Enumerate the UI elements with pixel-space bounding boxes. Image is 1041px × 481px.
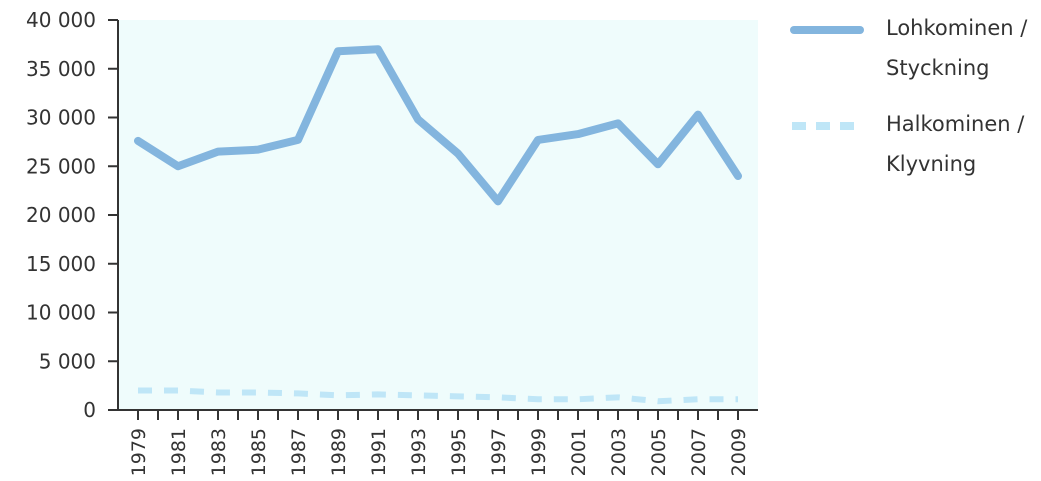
legend-swatch-dashed [792, 122, 862, 130]
legend-item-halkominen: Halkominen / Klyvning [790, 104, 1040, 184]
series-line-lohkominen [134, 45, 742, 206]
x-tick-label: 1987 [288, 428, 310, 476]
y-tick-label: 5 000 [39, 349, 96, 373]
x-tick-label: 1991 [368, 428, 390, 476]
y-tick-label: 30 000 [26, 106, 96, 130]
axis-layer: 0 5 000 10 000 15 000 20 000 25 000 30 000 35 0… [26, 8, 758, 476]
x-tick-label: 2009 [728, 428, 750, 476]
x-tick-label: 1995 [448, 428, 470, 476]
x-tick-label: 1997 [488, 428, 510, 476]
x-tick-label: 2007 [688, 428, 710, 476]
x-tick-label: 1993 [408, 428, 430, 476]
series-line-halkominen [138, 387, 738, 405]
legend: Lohkominen / Styckning Halkominen / Klyv… [790, 8, 1040, 184]
x-tick-label: 1981 [168, 428, 190, 476]
y-tick-label: 35 000 [26, 57, 96, 81]
x-tick-label: 1979 [128, 428, 150, 476]
x-tick-label: 2003 [608, 428, 630, 476]
plot-area [118, 20, 758, 410]
y-tick-label: 25 000 [26, 154, 96, 178]
x-tick-label: 1983 [208, 428, 230, 476]
x-tick-label: 1985 [248, 428, 270, 476]
y-tick-label: 15 000 [26, 252, 96, 276]
x-tick-label: 2001 [568, 428, 590, 476]
y-tick-label: 40 000 [26, 8, 96, 32]
legend-label: Lohkominen / Styckning [886, 16, 1028, 80]
series-layer [134, 45, 742, 405]
legend-label: Halkominen / Klyvning [886, 112, 1025, 176]
legend-swatch-solid [790, 26, 864, 34]
legend-item-lohkominen: Lohkominen / Styckning [790, 8, 1040, 104]
y-tick-label: 20 000 [26, 203, 96, 227]
y-tick-label: 0 [83, 398, 96, 422]
y-tick-label: 10 000 [26, 301, 96, 325]
x-tick-label: 2005 [648, 428, 670, 476]
x-tick-label: 1989 [328, 428, 350, 476]
x-tick-label: 1999 [528, 428, 550, 476]
